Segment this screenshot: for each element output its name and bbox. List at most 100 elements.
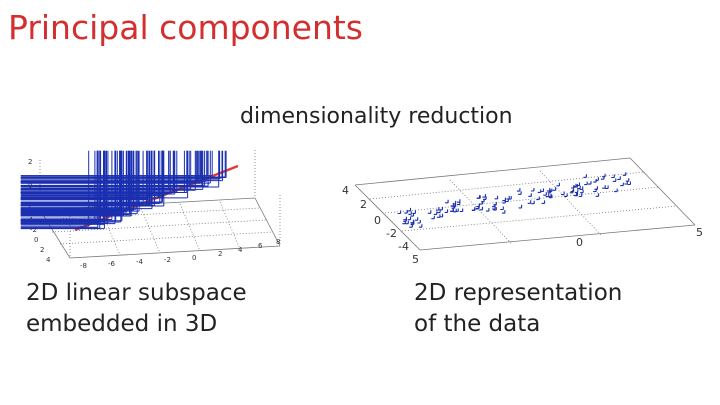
scatter-point [622,172,627,176]
tick-label: 4 [238,246,243,254]
scatter-point [20,150,174,193]
scatter-point [20,150,144,205]
scatter-point [20,150,134,210]
plot-2d-frame [354,157,696,251]
scatter-point [612,178,617,182]
scatter-point [579,186,584,190]
scatter-point [20,150,164,199]
scatter-point [625,178,630,182]
caption-2d-representation: 2D representation of the data [414,278,622,340]
caption-line: 2D representation [414,280,623,306]
scatter-point [20,150,159,199]
tick-label: 5 [696,226,703,239]
tick-label: 2 [360,198,367,211]
scatter-point [20,150,116,225]
scatter-point [493,201,497,206]
plot-2d-representation: 4 2 0 -2 -4 5 0 5 [342,157,703,266]
scatter-point [20,150,220,188]
scatter-point [543,192,547,196]
scatter-point [20,150,213,177]
scatter-point [537,189,542,193]
scatter-point [540,188,545,193]
scatter-point [20,150,190,187]
scatter-point [556,182,560,187]
tick-label: -2 [164,256,171,264]
tick-label: -6 [108,260,116,268]
scatter-point [476,195,481,199]
tick-label: 8 [276,238,280,246]
scatter-point [518,191,522,195]
scatter-point [20,150,130,209]
scatter-point [531,200,535,205]
scatter-point [435,207,440,211]
scatter-point [408,211,412,215]
scatter-point [20,150,104,220]
tick-label: 0 [34,236,38,244]
scatter-point [481,198,485,203]
scatter-point [527,200,532,204]
scatter-point [583,174,587,178]
tick-label: 4 [342,184,349,197]
scatter-point [500,206,504,211]
scatter-point [502,197,506,202]
plot-2d-points [397,172,631,228]
scatter-point [593,188,597,193]
scatter-point [580,189,584,194]
slide-subtitle: dimensionality reduction [240,104,513,129]
scatter-point [20,150,226,178]
scatter-point [588,181,592,185]
scatter-point [414,217,419,221]
tick-label: 0 [576,236,583,249]
slide-title: Principal components [8,8,363,47]
scatter-point [459,208,464,213]
tick-label: 4 [46,256,51,264]
scatter-point [602,173,606,178]
scatter-point [546,187,551,192]
scatter-point [402,220,406,225]
scatter-point [397,210,402,215]
plot-2d-tick-labels: 4 2 0 -2 -4 5 0 5 [342,184,703,266]
scatter-point [516,188,521,192]
scatter-point [617,176,621,180]
scatter-point [456,199,461,203]
scatter-point [418,224,423,228]
scatter-point [493,207,497,211]
scatter-point [20,150,208,177]
scatter-point [20,150,137,210]
tick-label: 0 [192,254,196,262]
scatter-point [439,206,443,211]
caption-3d-subspace: 2D linear subspace embedded in 3D [26,278,247,340]
scatter-point [20,150,202,184]
scatter-point [404,210,408,214]
caption-line: of the data [414,311,541,337]
scatter-point [620,182,624,187]
scatter-point [492,206,496,210]
scatter-point [605,185,609,190]
scatter-point [412,210,416,214]
scatter-point [518,204,523,209]
scatter-point [20,150,156,199]
scatter-point [482,194,486,198]
scatter-point [574,189,579,193]
scatter-point [536,196,540,201]
scatter-point [407,216,412,221]
scatter-point [570,188,575,193]
tick-label: 0 [374,214,381,227]
scatter-point [431,215,435,220]
scatter-point [417,220,421,224]
scatter-point [584,181,588,186]
scatter-point [427,210,432,214]
scatter-point [410,221,415,226]
scatter-point [485,208,490,212]
scatter-point [20,150,199,182]
tick-label: -8 [80,262,87,270]
scatter-point [574,184,579,188]
scatter-point [20,150,196,191]
plot-3d-points [20,150,227,230]
scatter-point [577,185,581,190]
scatter-point [593,179,597,183]
scatter-point [552,187,557,191]
scatter-point [611,174,615,179]
caption-line: embedded in 3D [26,311,218,337]
scatter-point [436,214,441,218]
